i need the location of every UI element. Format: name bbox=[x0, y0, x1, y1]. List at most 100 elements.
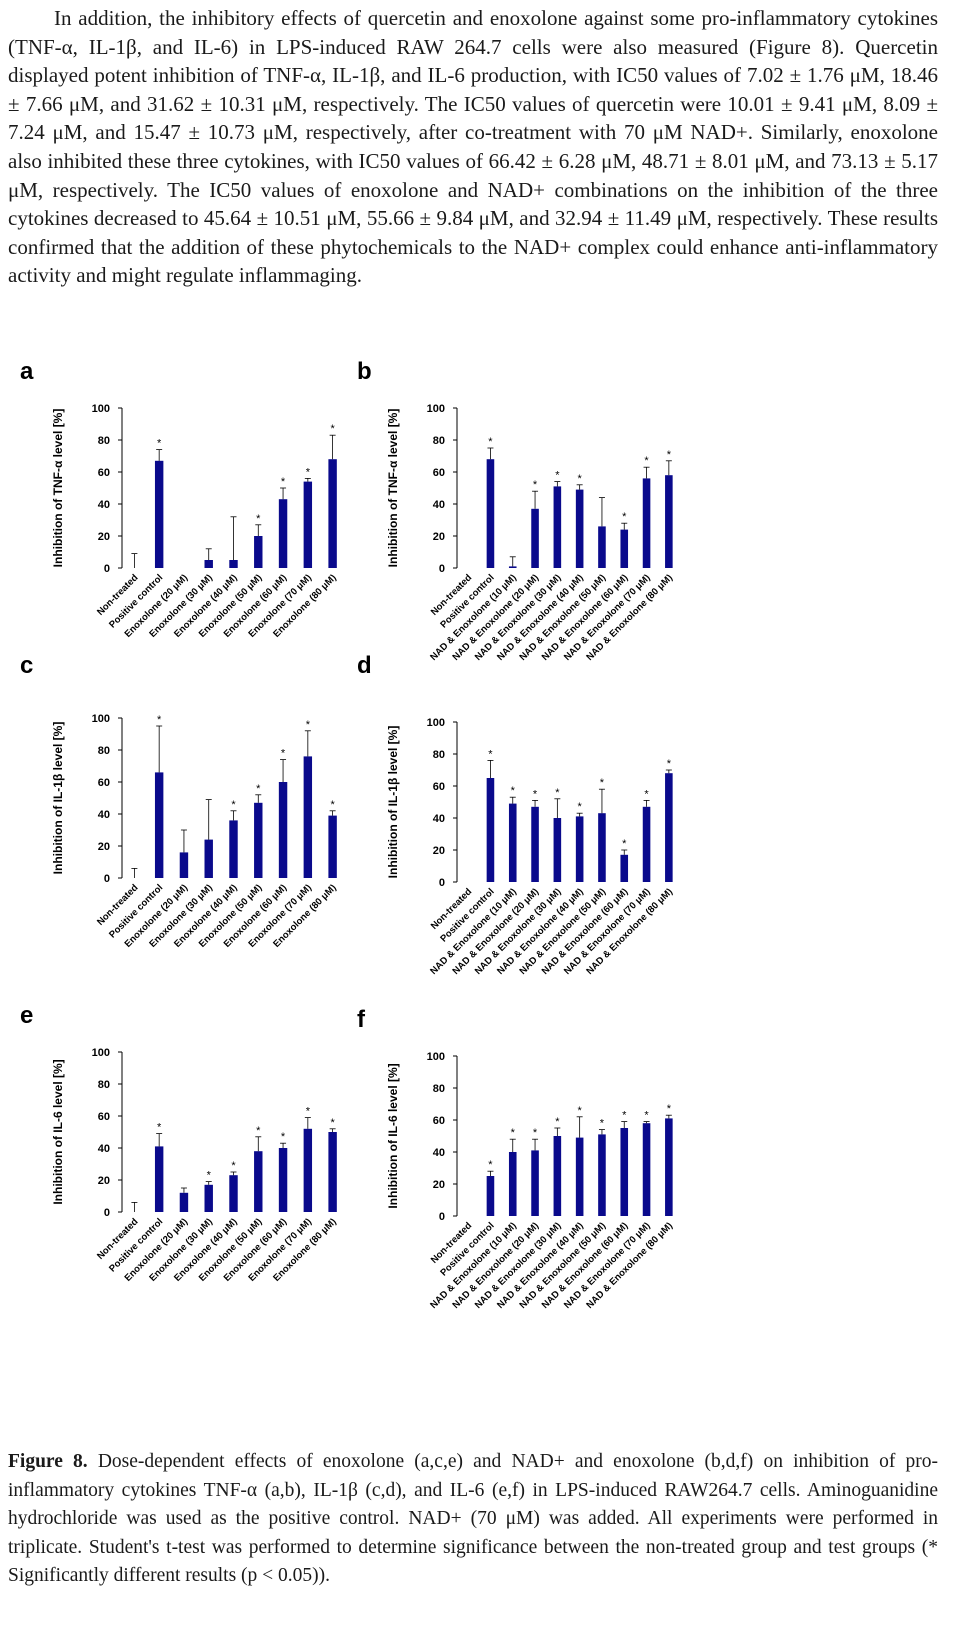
y-tick-label: 80 bbox=[433, 1083, 445, 1095]
y-tick-label: 80 bbox=[433, 749, 445, 761]
bar bbox=[204, 839, 213, 878]
y-tick-label: 60 bbox=[98, 467, 110, 479]
bar bbox=[642, 478, 651, 568]
caption-label: Figure 8. bbox=[8, 1451, 88, 1472]
panel-label-e: e bbox=[20, 1002, 34, 1029]
significance-marker: * bbox=[330, 799, 335, 811]
bar bbox=[154, 1146, 164, 1212]
y-tick-label: 100 bbox=[92, 713, 110, 725]
significance-marker: * bbox=[578, 801, 583, 813]
bar bbox=[598, 526, 606, 568]
significance-marker: * bbox=[578, 1105, 583, 1117]
bar bbox=[665, 773, 673, 882]
y-tick-label: 40 bbox=[433, 813, 445, 825]
y-tick-label: 0 bbox=[104, 1207, 110, 1219]
y-tick-label: 0 bbox=[439, 563, 445, 575]
y-tick-label: 60 bbox=[98, 777, 110, 789]
chart-panel-a: Inhibition of TNF-α level [%] 0 20 40 60 80 10… bbox=[40, 390, 360, 675]
significance-marker: * bbox=[256, 1125, 261, 1137]
y-axis-label: Inhibition of IL-6 level [%] bbox=[386, 1063, 400, 1208]
y-tick-label: 60 bbox=[433, 1115, 445, 1127]
y-axis-label: Inhibition of TNF-α level [%] bbox=[386, 409, 400, 568]
significance-marker: * bbox=[533, 479, 538, 491]
bar bbox=[531, 806, 539, 882]
y-tick-label: 20 bbox=[433, 845, 445, 857]
y-tick-label: 20 bbox=[433, 531, 445, 543]
y-tick-label: 100 bbox=[427, 1051, 445, 1063]
bar bbox=[642, 1123, 651, 1216]
bar bbox=[204, 560, 213, 568]
chart-panel-b: Inhibition of TNF-α level [%] 0 20 40 60 80 10… bbox=[375, 390, 695, 675]
significance-marker: * bbox=[256, 783, 261, 795]
y-axis-label: Inhibition of IL-1β level [%] bbox=[51, 722, 65, 875]
significance-marker: * bbox=[644, 788, 649, 800]
significance-marker: * bbox=[330, 1117, 335, 1129]
panel-label-a: a bbox=[20, 358, 34, 385]
significance-marker: * bbox=[306, 719, 311, 731]
bar bbox=[531, 1150, 539, 1216]
y-axis-label: Inhibition of IL-1β level [%] bbox=[386, 726, 400, 879]
y-tick-label: 20 bbox=[98, 841, 110, 853]
significance-marker: * bbox=[306, 1106, 311, 1118]
bar bbox=[303, 1128, 313, 1212]
significance-marker: * bbox=[622, 1110, 627, 1122]
bar bbox=[254, 536, 263, 568]
bar bbox=[665, 475, 673, 568]
y-tick-label: 80 bbox=[98, 1079, 110, 1091]
body-paragraph: In addition, the inhibitory effects of q… bbox=[8, 6, 938, 288]
bar bbox=[486, 1176, 495, 1216]
significance-marker: * bbox=[533, 788, 538, 800]
significance-marker: * bbox=[231, 799, 236, 811]
significance-marker: * bbox=[157, 714, 162, 726]
significance-marker: * bbox=[306, 466, 311, 478]
y-tick-label: 0 bbox=[104, 563, 110, 575]
significance-marker: * bbox=[231, 1160, 236, 1172]
panel-label-d: d bbox=[357, 652, 372, 679]
significance-marker: * bbox=[157, 438, 162, 450]
y-tick-label: 100 bbox=[92, 403, 110, 415]
significance-marker: * bbox=[644, 1110, 649, 1122]
bar bbox=[553, 818, 562, 882]
bar bbox=[229, 820, 238, 878]
y-tick-label: 0 bbox=[439, 1211, 445, 1223]
significance-marker: * bbox=[600, 1118, 605, 1130]
bar bbox=[665, 1118, 673, 1216]
y-tick-label: 60 bbox=[433, 781, 445, 793]
significance-marker: * bbox=[555, 787, 560, 799]
bar bbox=[154, 460, 164, 568]
bar bbox=[620, 529, 629, 568]
bar bbox=[531, 508, 539, 568]
bar bbox=[575, 489, 584, 568]
y-tick-label: 0 bbox=[439, 877, 445, 889]
bar bbox=[553, 486, 562, 568]
y-tick-label: 60 bbox=[433, 467, 445, 479]
significance-marker: * bbox=[600, 777, 605, 789]
bar bbox=[328, 459, 337, 568]
y-tick-label: 40 bbox=[98, 1143, 110, 1155]
significance-marker: * bbox=[667, 1103, 672, 1115]
significance-marker: * bbox=[488, 436, 493, 448]
bar bbox=[642, 806, 651, 882]
bar bbox=[508, 566, 517, 568]
y-tick-label: 80 bbox=[98, 435, 110, 447]
significance-marker: * bbox=[207, 1170, 212, 1182]
bar bbox=[204, 1184, 213, 1212]
y-tick-label: 100 bbox=[427, 403, 445, 415]
bar bbox=[598, 1134, 606, 1216]
bar-chart-svg: Inhibition of IL-1β level [%] 0 20 40 60 80 10… bbox=[51, 713, 339, 950]
panel-label-c: c bbox=[20, 652, 34, 679]
caption-text: Dose-dependent effects of enoxolone (a,c… bbox=[8, 1451, 938, 1587]
significance-marker: * bbox=[622, 511, 627, 523]
bar bbox=[303, 481, 313, 568]
bar bbox=[278, 499, 288, 568]
significance-marker: * bbox=[330, 423, 335, 435]
significance-marker: * bbox=[555, 470, 560, 482]
bar bbox=[328, 1132, 337, 1212]
y-tick-label: 100 bbox=[427, 717, 445, 729]
figure-caption: Figure 8. Dose-dependent effects of enox… bbox=[8, 1448, 938, 1591]
significance-marker: * bbox=[667, 758, 672, 770]
bar bbox=[575, 816, 584, 882]
y-tick-label: 40 bbox=[98, 809, 110, 821]
y-axis-label: Inhibition of TNF-α level [%] bbox=[51, 409, 65, 568]
significance-marker: * bbox=[533, 1127, 538, 1139]
